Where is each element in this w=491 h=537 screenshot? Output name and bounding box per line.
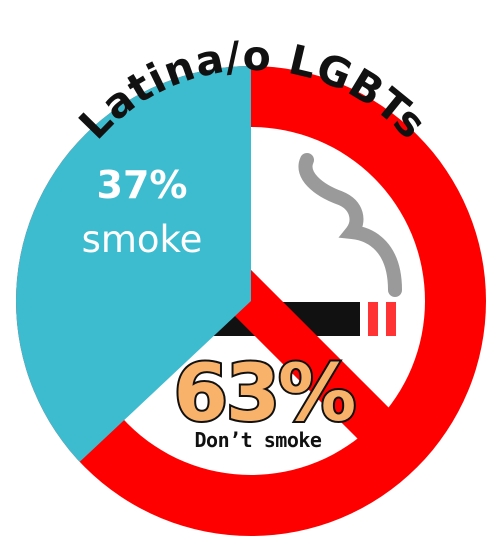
smoke-slice: [16, 66, 251, 466]
smoke-category-label: smoke: [82, 218, 203, 261]
smoke-value-label: 37%: [97, 163, 188, 207]
smoke-trail-icon: [298, 153, 402, 297]
nonsmoke-category-label: Don’t smoke: [195, 428, 322, 452]
nonsmoke-value-label: 63%: [174, 349, 355, 439]
